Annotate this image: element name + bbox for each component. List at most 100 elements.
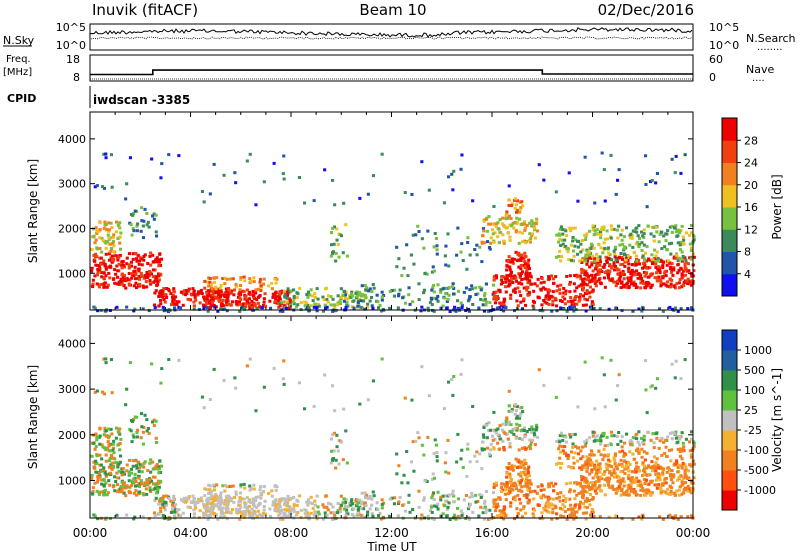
velocity-cell bbox=[678, 437, 682, 441]
velocity-cell bbox=[564, 435, 568, 439]
power-cell bbox=[282, 154, 286, 158]
velocity-cell bbox=[103, 426, 107, 430]
power-cell bbox=[511, 261, 515, 265]
power-cell bbox=[552, 281, 556, 285]
power-cell bbox=[622, 247, 626, 250]
velocity-cell bbox=[516, 512, 520, 516]
power-cell bbox=[299, 301, 303, 305]
power-cell bbox=[99, 283, 103, 286]
velocity-cell bbox=[565, 482, 569, 486]
velocity-cell bbox=[329, 511, 333, 515]
velocity-cell bbox=[523, 435, 527, 439]
power-cell bbox=[329, 231, 333, 235]
velocity-cell bbox=[563, 445, 567, 449]
power-cell bbox=[607, 307, 611, 311]
power-cell bbox=[213, 291, 217, 295]
power-cell bbox=[570, 303, 574, 307]
power-cell bbox=[366, 305, 370, 309]
x-tick-label: 20:00 bbox=[575, 526, 610, 540]
power-cell bbox=[253, 302, 257, 306]
velocity-cell bbox=[133, 472, 137, 476]
velocity-cell bbox=[368, 507, 372, 511]
velocity-cell bbox=[467, 515, 471, 519]
power-cell bbox=[339, 287, 343, 291]
velocity-cell bbox=[663, 451, 667, 455]
power-cell bbox=[431, 265, 435, 269]
power-cell bbox=[672, 226, 676, 230]
power-cell bbox=[99, 262, 103, 266]
velocity-cell bbox=[104, 481, 108, 485]
velocity-cell bbox=[432, 498, 436, 501]
power-cell bbox=[487, 215, 491, 219]
velocity-cell bbox=[544, 504, 548, 508]
power-cell bbox=[606, 246, 610, 250]
velocity-cell bbox=[653, 455, 657, 459]
power-cell bbox=[444, 263, 448, 267]
velocity-cell bbox=[219, 512, 223, 516]
velocity-cell bbox=[692, 476, 696, 480]
velocity-cell bbox=[335, 445, 339, 449]
power-cell bbox=[242, 275, 246, 279]
velocity-cell bbox=[368, 494, 372, 498]
power-cell bbox=[140, 219, 144, 223]
velocity-cell bbox=[255, 515, 259, 519]
velocity-cell bbox=[243, 515, 247, 519]
power-cell bbox=[205, 297, 209, 301]
velocity-cell bbox=[90, 454, 94, 458]
power-cell bbox=[515, 222, 519, 226]
velocity-cell bbox=[533, 489, 537, 493]
power-cell bbox=[496, 221, 500, 225]
velocity-cell bbox=[599, 436, 603, 440]
velocity-cell bbox=[470, 491, 474, 495]
power-cell bbox=[191, 287, 195, 291]
power-cell bbox=[507, 279, 511, 283]
velocity-cell bbox=[205, 501, 209, 505]
power-cell bbox=[679, 240, 683, 244]
velocity-cell bbox=[104, 357, 108, 361]
velocity-cell bbox=[191, 494, 195, 498]
velocity-cell bbox=[657, 446, 661, 450]
power-cell bbox=[595, 265, 599, 269]
power-cell bbox=[332, 303, 336, 307]
velocity-cell bbox=[466, 442, 470, 446]
velocity-cell bbox=[519, 508, 523, 512]
velocity-cell bbox=[484, 423, 488, 427]
velocity-cell bbox=[624, 463, 628, 467]
velocity-cell bbox=[510, 484, 514, 488]
velocity-cell bbox=[153, 466, 157, 470]
velocity-cell bbox=[547, 504, 551, 508]
power-cell bbox=[90, 266, 94, 270]
power-cell bbox=[179, 290, 183, 294]
power-cell bbox=[533, 236, 537, 240]
power-cell bbox=[456, 289, 460, 293]
power-cell bbox=[629, 278, 633, 282]
power-cell bbox=[331, 309, 335, 313]
power-cell bbox=[635, 259, 639, 263]
power-cell bbox=[148, 280, 152, 284]
power-cell bbox=[241, 302, 245, 306]
power-cell bbox=[115, 264, 119, 268]
velocity-cell bbox=[248, 357, 252, 361]
power-cell bbox=[420, 160, 424, 164]
power-cell bbox=[533, 226, 537, 230]
velocity-cell bbox=[631, 452, 635, 456]
velocity-cell bbox=[479, 496, 483, 499]
velocity-cell bbox=[524, 482, 528, 486]
velocity-cell bbox=[448, 518, 452, 521]
velocity-cell bbox=[366, 496, 370, 500]
power-cell bbox=[216, 288, 220, 292]
velocity-cell bbox=[503, 431, 507, 435]
velocity-cell bbox=[120, 487, 124, 491]
velocity-cell bbox=[488, 454, 492, 458]
velocity-cell bbox=[507, 389, 511, 393]
power-cell bbox=[107, 258, 111, 262]
power-cell bbox=[677, 281, 681, 285]
power-cell bbox=[129, 223, 133, 227]
power-cell bbox=[653, 276, 657, 280]
velocity-cell bbox=[502, 508, 506, 511]
power-cell bbox=[380, 298, 384, 302]
power-cell bbox=[541, 286, 545, 290]
power-cell bbox=[520, 282, 524, 286]
power-cell bbox=[670, 230, 674, 234]
